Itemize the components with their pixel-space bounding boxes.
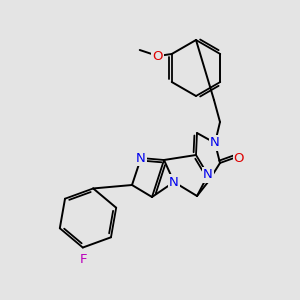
Text: O: O bbox=[234, 152, 244, 164]
Text: N: N bbox=[210, 136, 220, 149]
Text: N: N bbox=[169, 176, 179, 188]
Text: N: N bbox=[203, 169, 213, 182]
Text: N: N bbox=[136, 152, 146, 164]
Text: O: O bbox=[152, 50, 163, 62]
Text: F: F bbox=[80, 253, 88, 266]
